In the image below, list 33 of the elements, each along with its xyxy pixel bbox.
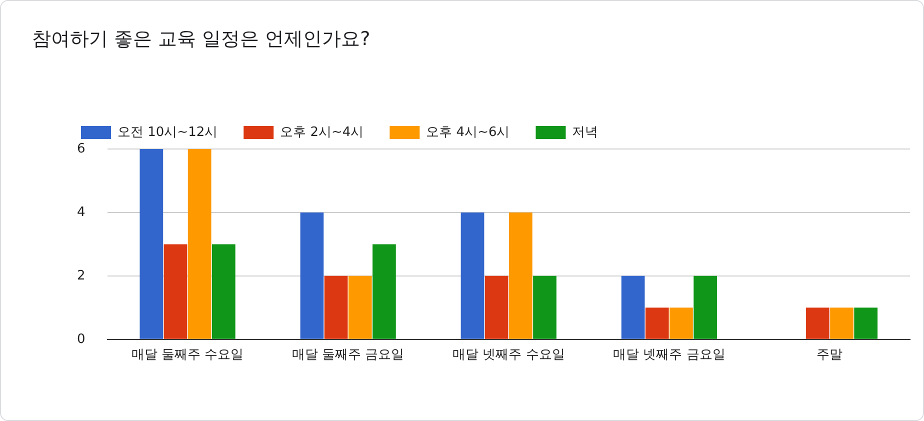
y-tick-label: 2 — [76, 268, 86, 284]
bar — [164, 244, 188, 339]
bar — [694, 276, 717, 339]
bar — [372, 244, 396, 339]
bar — [533, 276, 556, 339]
y-tick-label: 4 — [76, 204, 86, 220]
bar — [324, 276, 348, 339]
x-tick-label: 매달 둘째주 수요일 — [131, 348, 244, 363]
bar — [830, 308, 854, 339]
bar — [854, 308, 878, 339]
bar — [621, 276, 645, 339]
bar — [348, 276, 372, 339]
x-tick-label: 매달 넷째주 금요일 — [613, 348, 726, 363]
y-tick-label: 0 — [76, 332, 86, 347]
bar — [806, 308, 830, 339]
bar — [460, 212, 484, 339]
legend-label: 오전 10시~12시 — [118, 124, 218, 140]
bar — [645, 308, 669, 339]
bar — [484, 276, 508, 339]
x-tick-label: 주말 — [816, 348, 843, 363]
bar — [670, 308, 693, 339]
bar — [508, 212, 532, 339]
y-tick-label: 6 — [76, 141, 86, 156]
legend-label: 오후 4시~6시 — [426, 124, 510, 140]
legend-label: 저녁 — [572, 124, 598, 140]
bar — [188, 149, 212, 339]
x-tick-label: 매달 넷째주 수요일 — [452, 348, 565, 363]
bar — [212, 244, 236, 339]
chart-title: 참여하기 좋은 교육 일정은 언제인가요? — [32, 27, 370, 52]
x-tick-label: 매달 둘째주 금요일 — [292, 348, 404, 363]
legend-label: 오후 2시~4시 — [280, 124, 364, 140]
bar — [140, 149, 164, 339]
bar — [300, 212, 324, 339]
